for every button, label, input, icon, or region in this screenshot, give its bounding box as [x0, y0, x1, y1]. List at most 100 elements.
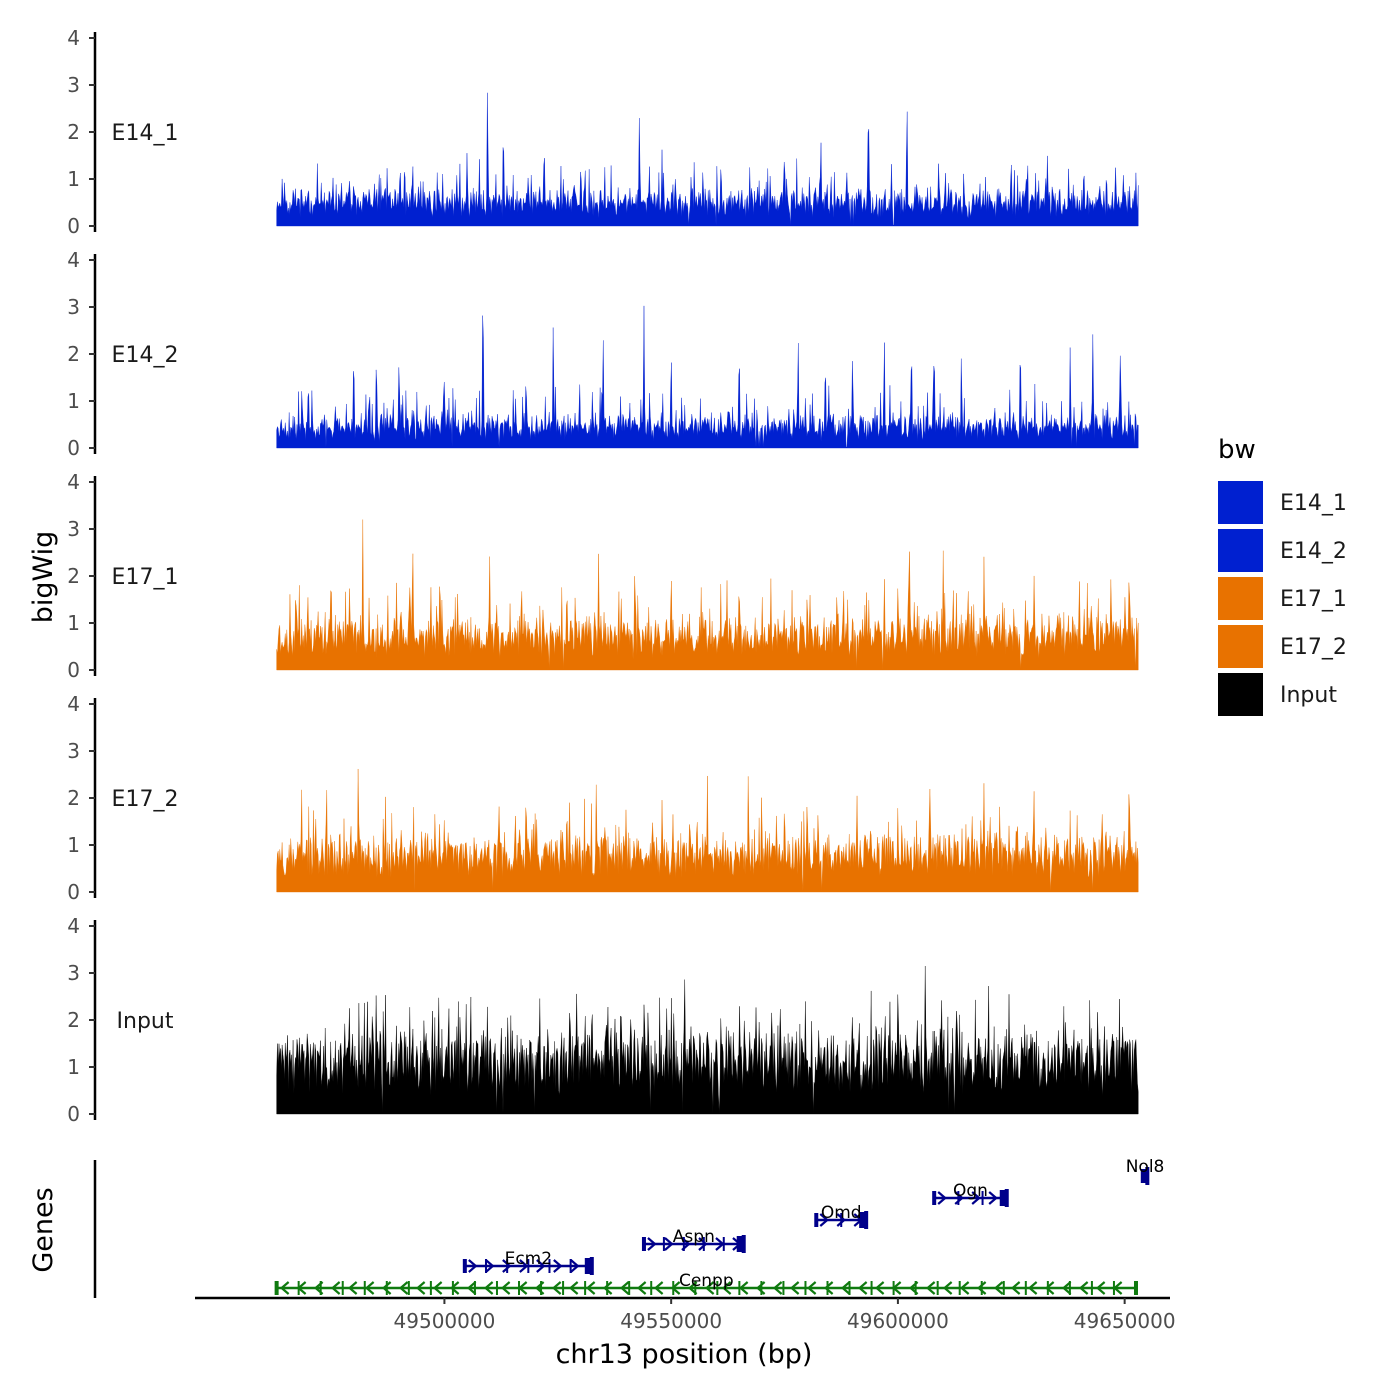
- gene-label: Ecm2: [505, 1249, 552, 1269]
- strand-chevron: [772, 1281, 783, 1295]
- exon: [641, 1237, 646, 1251]
- exon: [981, 1191, 984, 1205]
- gene-cenpp: Cenpp: [274, 1271, 1138, 1295]
- x-axis-title: chr13 position (bp): [556, 1339, 813, 1370]
- legend-label: E17_2: [1280, 635, 1347, 660]
- x-axis: 49500000 49550000 49600000 49650000: [195, 1296, 1176, 1333]
- signal-area-e14-2: [276, 305, 1139, 449]
- y-tick-label: 2: [67, 120, 80, 144]
- exon: [527, 1259, 530, 1273]
- genes-axis-title: Genes: [28, 1187, 59, 1272]
- legend-label: Input: [1280, 683, 1337, 708]
- strand-chevron: [568, 1281, 579, 1295]
- y-tick-label: 2: [67, 786, 80, 810]
- exon: [606, 1281, 609, 1295]
- exon: [628, 1281, 631, 1295]
- legend-swatch: [1218, 481, 1263, 524]
- exon: [932, 1191, 937, 1205]
- strand-chevron: [942, 1281, 953, 1295]
- strand-chevron: [704, 1281, 715, 1295]
- exon: [1068, 1281, 1071, 1295]
- strand-chevron: [364, 1281, 375, 1295]
- y-tick-label: 4: [67, 26, 80, 50]
- exon: [1024, 1281, 1027, 1295]
- strand-chevron: [619, 1281, 630, 1295]
- exon: [736, 1236, 744, 1252]
- exon: [782, 1281, 785, 1295]
- strand-chevron: [553, 1259, 563, 1273]
- strand-chevron: [806, 1281, 817, 1295]
- exon: [562, 1281, 565, 1295]
- gene-label: Aspn: [673, 1227, 715, 1247]
- exon: [848, 1281, 851, 1295]
- exon: [1140, 1169, 1145, 1183]
- signal-area-e17-2: [276, 768, 1139, 893]
- exon: [958, 1281, 961, 1295]
- gene-label: Cenpp: [679, 1271, 734, 1291]
- strand-chevron: [647, 1237, 657, 1251]
- strand-chevron: [1044, 1281, 1055, 1295]
- exon: [506, 1259, 509, 1273]
- strand-chevron: [468, 1259, 478, 1273]
- y-tick-label: 1: [67, 1055, 80, 1079]
- exon: [662, 1237, 665, 1251]
- exon: [385, 1281, 388, 1295]
- y-tick-label: 3: [67, 517, 80, 541]
- y-tick-label: 1: [67, 611, 80, 635]
- x-tick-label: 49550000: [620, 1309, 722, 1333]
- gene-nol8: Nol8: [1126, 1157, 1164, 1185]
- exon: [584, 1281, 587, 1295]
- strand-chevron: [570, 1259, 580, 1273]
- exon: [859, 1212, 867, 1228]
- strand-chevron: [415, 1281, 426, 1295]
- exon: [716, 1281, 719, 1295]
- exon: [650, 1281, 653, 1295]
- strand-chevron: [585, 1281, 596, 1295]
- exon: [892, 1281, 895, 1295]
- strand-chevron: [836, 1213, 846, 1227]
- y-tick-label: 2: [67, 1008, 80, 1032]
- exon: [1046, 1281, 1049, 1295]
- legend-swatch: [1218, 529, 1263, 572]
- signal-area-input: [276, 966, 1139, 1115]
- y-tick-label: 4: [67, 470, 80, 494]
- y-tick-label: 4: [67, 914, 80, 938]
- strand-chevron: [1078, 1281, 1089, 1295]
- exon: [914, 1281, 917, 1295]
- exon: [548, 1259, 551, 1273]
- exon: [462, 1259, 467, 1273]
- y-tick-label: 2: [67, 564, 80, 588]
- strand-chevron: [959, 1281, 970, 1295]
- signal-tracks: 0 1 2 3 4 E14_1 0 1 2 3 4 E14_2 0 1 2 3 4 E17_1 0 1 2 3 4 E17_2…: [67, 26, 1139, 1126]
- exon: [936, 1281, 939, 1295]
- strand-chevron: [602, 1281, 613, 1295]
- track-label: E17_1: [112, 565, 179, 590]
- exon: [1144, 1169, 1147, 1183]
- legend: bw E14_1 E14_2 E17_1 E17_2 Input: [1218, 435, 1347, 716]
- track-e14-2: 0 1 2 3 4 E14_2: [67, 248, 1139, 460]
- strand-chevron: [789, 1281, 800, 1295]
- track-e14-1: 0 1 2 3 4 E14_1: [67, 26, 1139, 238]
- exon: [999, 1190, 1007, 1206]
- strand-chevron: [1061, 1281, 1072, 1295]
- exon: [804, 1281, 807, 1295]
- strand-chevron: [330, 1281, 341, 1295]
- exon: [814, 1213, 819, 1227]
- exon: [672, 1281, 675, 1295]
- exon: [363, 1281, 366, 1295]
- exon: [341, 1281, 344, 1295]
- exon: [429, 1281, 432, 1295]
- strand-chevron: [823, 1281, 834, 1295]
- exon: [957, 1191, 960, 1205]
- gene-ogn: Ogn: [932, 1181, 1009, 1207]
- y-tick-label: 0: [67, 658, 80, 682]
- strand-chevron: [738, 1281, 749, 1295]
- exon: [407, 1281, 410, 1295]
- exon: [738, 1281, 741, 1295]
- strand-chevron: [485, 1259, 495, 1273]
- track-label: E14_1: [112, 121, 179, 146]
- exon: [980, 1281, 983, 1295]
- gene-panel: Cenpp Ecm2 Aspn Omd Ogn Nol8: [93, 1157, 1164, 1298]
- exon: [584, 1258, 592, 1274]
- legend-swatch: [1218, 625, 1263, 668]
